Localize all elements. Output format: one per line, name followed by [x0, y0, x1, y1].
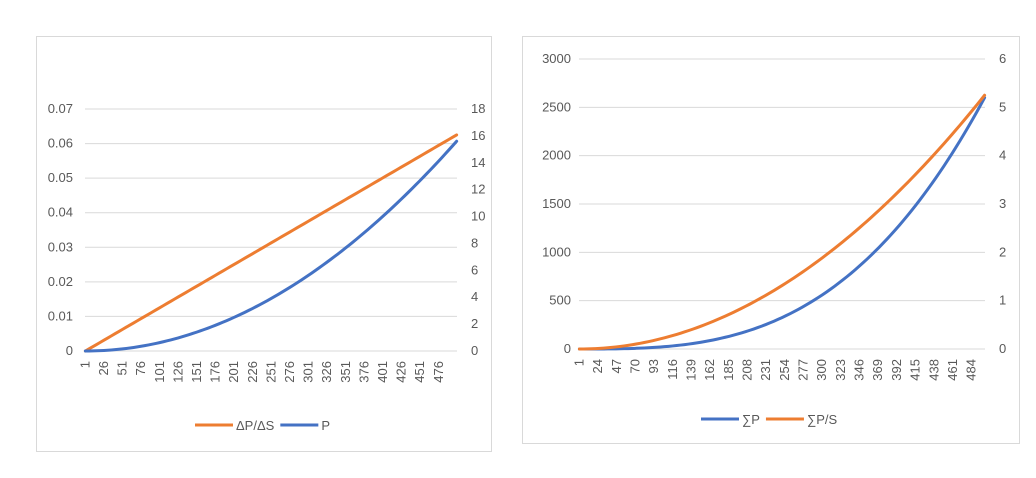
y-left-tick-label: 0.06 [48, 136, 73, 151]
y-right-tick-label: 1 [999, 293, 1006, 308]
y-right-tick-label: 6 [999, 51, 1006, 66]
x-tick-label: 323 [833, 359, 848, 381]
legend-label: ∑P/S [807, 412, 838, 427]
series-line-blue [577, 96, 987, 351]
x-tick-label: 461 [945, 359, 960, 381]
y-left-tick-label: 2500 [542, 99, 571, 114]
x-tick-label: 326 [319, 361, 334, 383]
x-tick-label: 415 [908, 359, 923, 381]
x-tick-label: 484 [964, 359, 979, 381]
y-right-tick-label: 5 [999, 99, 1006, 114]
y-left-tick-label: 0 [66, 343, 73, 358]
x-tick-label: 231 [758, 359, 773, 381]
y-left-tick-label: 0.05 [48, 170, 73, 185]
x-tick-label: 276 [282, 361, 297, 383]
y-left-tick-label: 0.04 [48, 205, 73, 220]
x-tick-label: 369 [870, 359, 885, 381]
chart-cumulative-p: 0 500 1000 1500 2000 2500 3000 0 1 2 3 4 5 6 1 24 47 70 93… [522, 36, 1020, 444]
y-right-tick-label: 2 [471, 316, 478, 331]
legend-label: P [321, 418, 330, 433]
y-right-tick-label: 8 [471, 235, 478, 250]
x-tick-label: 126 [170, 361, 185, 383]
y-left-tick-label: 0 [564, 341, 571, 356]
x-tick-label: 47 [609, 359, 624, 373]
y-left-tick-label: 0.03 [48, 239, 73, 254]
x-tick-label: 392 [889, 359, 904, 381]
x-tick-label: 24 [590, 359, 605, 373]
y-right-tick-label: 4 [471, 289, 478, 304]
x-tick-label: 300 [814, 359, 829, 381]
x-tick-label: 93 [646, 359, 661, 373]
y-left-tick-label: 1000 [542, 244, 571, 259]
y-right-tick-label: 14 [471, 155, 485, 170]
y-left-tick-label: 500 [549, 293, 571, 308]
x-tick-label: 208 [739, 359, 754, 381]
x-tick-label: 151 [189, 361, 204, 383]
legend-label: ΔP/ΔS [236, 418, 275, 433]
series-line-blue [83, 139, 459, 353]
x-tick-label: 301 [301, 361, 316, 383]
y-right-tick-label: 0 [471, 343, 478, 358]
y-left-tick-label: 2000 [542, 148, 571, 163]
x-tick-label: 438 [926, 359, 941, 381]
y-right-tick-label: 16 [471, 128, 485, 143]
y-right-tick-label: 6 [471, 262, 478, 277]
chart-1-svg: 00.010.020.030.040.050.060.0702468101214… [48, 101, 486, 433]
x-tick-label: 1 [77, 361, 92, 368]
x-tick-label: 351 [338, 361, 353, 383]
y-right-tick-label: 18 [471, 101, 485, 116]
x-tick-label: 426 [394, 361, 409, 383]
x-tick-label: 76 [133, 361, 148, 375]
chart-dp-ds-vs-p: 0 0.01 0.02 0.03 0.04 0.05 0.06 0.07 0 2 4 6 8 10 12 14… [36, 36, 492, 452]
y-right-tick-label: 2 [999, 244, 1006, 259]
y-right-tick-label: 3 [999, 196, 1006, 211]
x-tick-label: 376 [356, 361, 371, 383]
x-tick-label: 116 [665, 359, 680, 380]
y-right-tick-label: 4 [999, 148, 1006, 163]
y-right-tick-label: 10 [471, 209, 485, 224]
x-tick-label: 26 [96, 361, 111, 375]
y-left-tick-label: 0.02 [48, 274, 73, 289]
x-tick-label: 226 [245, 361, 260, 383]
y-left-tick-label: 0.07 [48, 101, 73, 116]
y-left-tick-label: 0.01 [48, 308, 73, 323]
x-tick-label: 70 [627, 359, 642, 373]
x-tick-label: 139 [683, 359, 698, 381]
x-tick-label: 254 [777, 359, 792, 381]
x-tick-label: 201 [226, 361, 241, 383]
legend-label: ∑P [742, 412, 760, 427]
x-tick-label: 277 [796, 359, 811, 381]
y-left-tick-label: 3000 [542, 51, 571, 66]
x-tick-label: 251 [263, 361, 278, 383]
x-tick-label: 101 [152, 361, 167, 383]
x-tick-label: 185 [721, 359, 736, 381]
x-tick-label: 1 [571, 359, 586, 366]
x-tick-label: 162 [702, 359, 717, 381]
series-line-orange [577, 93, 987, 351]
y-right-tick-label: 0 [999, 341, 1006, 356]
x-tick-label: 401 [375, 361, 390, 383]
series-line-orange [83, 133, 459, 353]
x-tick-label: 51 [115, 361, 130, 375]
y-left-tick-label: 1500 [542, 196, 571, 211]
x-tick-label: 476 [431, 361, 446, 383]
x-tick-label: 176 [208, 361, 223, 383]
x-tick-label: 346 [852, 359, 867, 381]
y-right-tick-label: 12 [471, 182, 485, 197]
x-tick-label: 451 [412, 361, 427, 383]
